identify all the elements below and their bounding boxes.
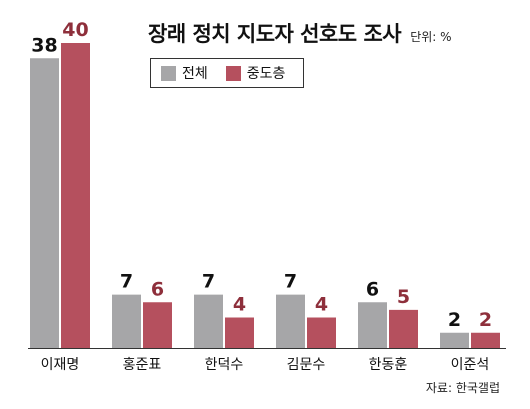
bar-total [194,294,223,348]
bar-moderate [143,302,172,348]
legend-swatch-moderate [225,65,241,81]
unit-label: 단위: % [410,30,452,44]
source-note: 자료: 한국갤럽 [425,381,500,395]
bar-moderate [307,317,336,348]
category-label: 김문수 [287,357,326,373]
category-label: 이준석 [451,357,490,373]
category-label: 홍준표 [123,357,162,373]
bar-total [440,332,469,348]
category-label: 한덕수 [205,357,244,373]
data-label-moderate: 2 [479,309,492,331]
chart-title-block: 장래 정치 지도자 선호도 조사 단위: % [148,18,452,48]
data-label-total: 7 [202,271,215,293]
data-label-moderate: 4 [315,294,328,316]
data-label-total: 2 [448,309,461,331]
bar-total [112,294,141,348]
data-label-moderate: 5 [397,286,410,308]
data-label-moderate: 6 [151,278,164,300]
data-label-moderate: 40 [62,19,88,41]
data-label-moderate: 4 [233,294,246,316]
data-label-total: 6 [366,278,379,300]
bar-total [30,58,59,348]
legend-item-total: 전체 [161,63,208,83]
data-label-total: 7 [284,271,297,293]
legend-label-total: 전체 [182,66,208,82]
legend: 전체 중도층 [150,58,304,88]
bar-total [358,302,387,348]
bar-moderate [471,332,500,348]
bar-moderate [389,309,418,348]
category-label: 이재명 [41,357,80,373]
category-label: 한동훈 [369,357,408,373]
bar-moderate [225,317,254,348]
legend-label-moderate: 중도층 [246,66,286,82]
legend-item-moderate: 중도층 [225,63,286,83]
bar-moderate [61,43,90,348]
legend-swatch-total [161,65,176,81]
bar-total [276,294,305,348]
data-label-total: 7 [120,271,133,293]
data-label-total: 38 [31,34,57,56]
chart-title: 장래 정치 지도자 선호도 조사 [148,22,402,46]
